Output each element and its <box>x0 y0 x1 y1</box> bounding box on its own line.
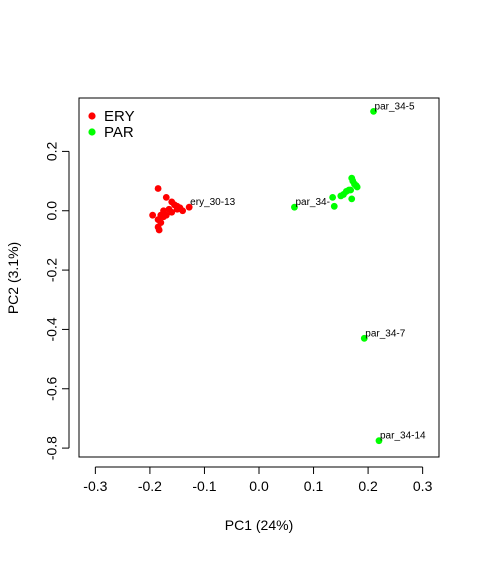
point-label: par_34-5 <box>375 101 415 112</box>
y-tick-label: -0.6 <box>44 376 60 400</box>
y-axis: 0.2 0.0 -0.2 -0.4 -0.6 -0.8 <box>44 141 70 460</box>
point-annotations: ery_30-13 par_34-5 par_34- par_34-7 par_34-1… <box>190 101 426 441</box>
x-axis-title: PC1 (24%) <box>225 517 293 533</box>
par-point <box>329 193 337 201</box>
point-label: par_34-14 <box>380 431 426 442</box>
y-tick-label: 0.0 <box>44 201 60 221</box>
ery-point <box>173 205 181 213</box>
y-tick-label: -0.4 <box>44 317 60 341</box>
legend-marker-ery <box>88 112 96 120</box>
ery-point <box>179 207 187 215</box>
x-tick-label: 0.0 <box>249 478 269 494</box>
par-point <box>347 186 355 194</box>
y-tick-label: -0.2 <box>44 258 60 282</box>
ery-point <box>155 226 163 234</box>
legend-label-par: PAR <box>104 124 134 141</box>
point-label: ery_30-13 <box>190 197 235 208</box>
ery-point <box>162 211 170 219</box>
y-tick-label: 0.2 <box>44 141 60 161</box>
x-tick-label: 0.1 <box>304 478 324 494</box>
x-axis: -0.3 -0.2 -0.1 0.0 0.1 0.2 0.3 <box>83 466 433 494</box>
ery-point <box>162 193 170 201</box>
x-tick-label: -0.3 <box>83 478 107 494</box>
ery-point <box>149 211 157 219</box>
par-point <box>375 437 383 445</box>
plot-frame <box>78 97 440 458</box>
point-label: par_34- <box>295 197 329 208</box>
par-point <box>353 183 361 191</box>
legend-label-ery: ERY <box>104 108 135 125</box>
ery-point <box>185 203 193 211</box>
point-label: par_34-7 <box>365 328 405 339</box>
x-tick-label: -0.2 <box>138 478 162 494</box>
y-axis-title: PC2 (3.1%) <box>5 242 21 314</box>
y-tick-label: -0.8 <box>44 436 60 460</box>
par-point <box>370 107 377 115</box>
par-point <box>348 195 356 203</box>
par-point <box>360 334 368 342</box>
ery-point <box>168 208 176 216</box>
legend-marker-par <box>88 128 96 136</box>
par-point <box>330 202 338 210</box>
data-points <box>149 107 383 445</box>
ery-point <box>154 185 162 192</box>
x-tick-label: 0.2 <box>358 478 378 494</box>
x-tick-label: 0.3 <box>413 478 433 494</box>
par-point <box>291 203 298 211</box>
x-tick-label: -0.1 <box>192 478 216 494</box>
